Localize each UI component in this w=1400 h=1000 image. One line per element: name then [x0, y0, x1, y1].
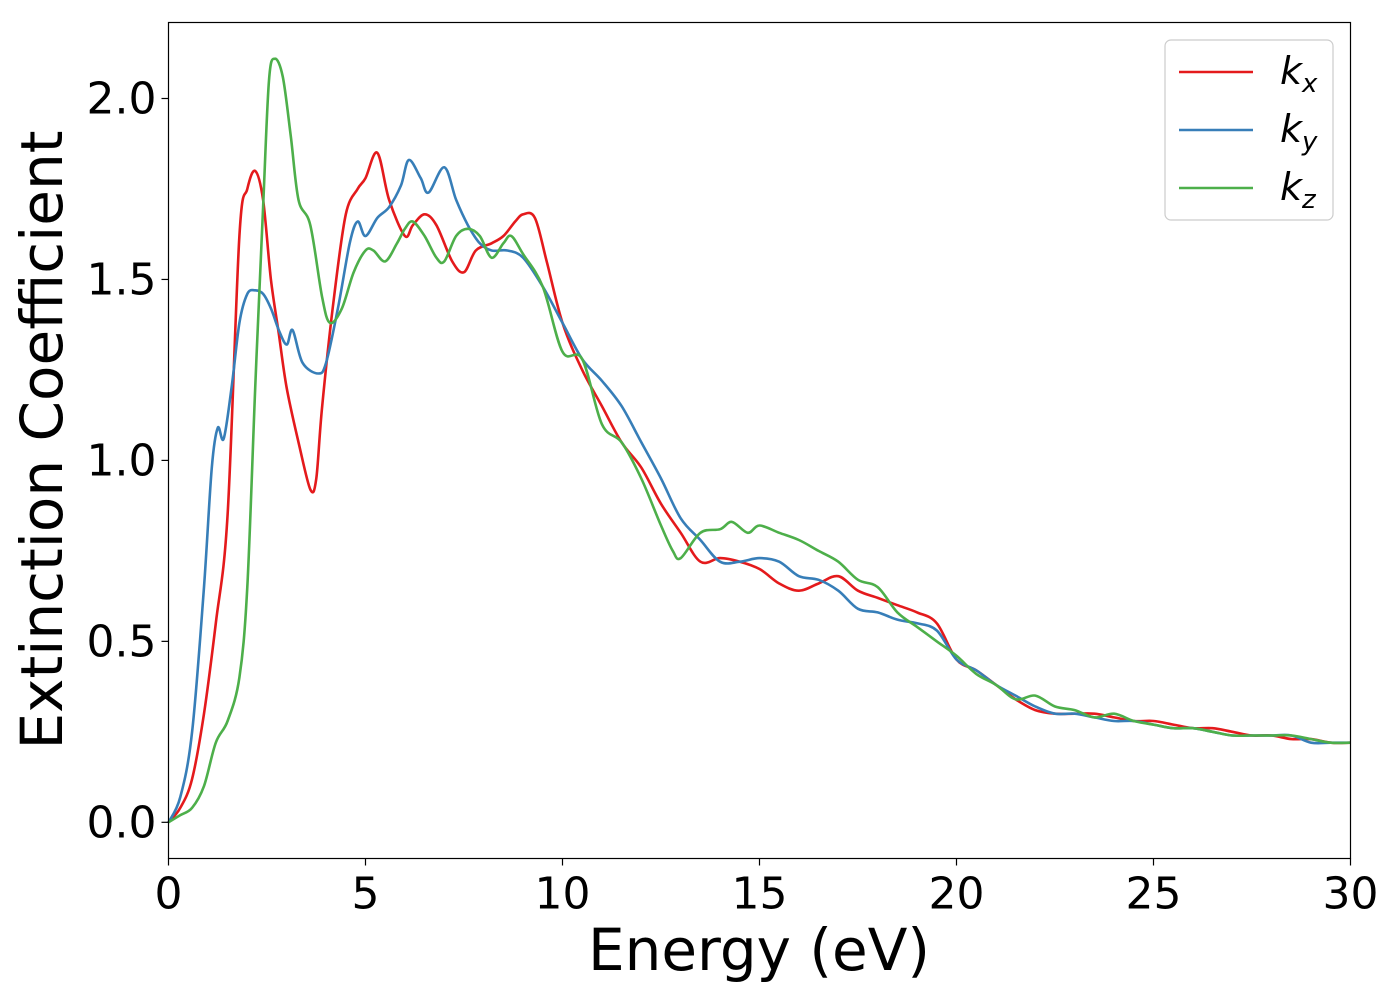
x-tick-label: 5 — [352, 869, 380, 920]
series-layer — [167, 57, 1351, 824]
y-axis: 0.0 0.5 1.0 1.5 2.0 — [87, 74, 169, 848]
x-axis-title: Energy (eV) — [588, 916, 930, 984]
x-tick-label: 15 — [732, 869, 788, 920]
y-tick-label: 0.5 — [87, 616, 157, 667]
legend-label-y: ky — [1280, 107, 1318, 157]
y-tick-label: 2.0 — [87, 74, 157, 125]
y-tick-label: 1.0 — [87, 435, 157, 486]
legend: kx ky kz — [1164, 39, 1334, 221]
x-tick-label: 25 — [1126, 869, 1182, 920]
x-tick-label: 10 — [535, 869, 591, 920]
legend-label-x: kx — [1280, 49, 1318, 99]
x-tick-label: 30 — [1323, 869, 1379, 920]
series-line-x — [167, 151, 1351, 824]
y-tick-label: 1.5 — [87, 254, 157, 305]
legend-label-z: kz — [1280, 165, 1317, 215]
x-axis: 0 5 10 15 20 25 30 — [155, 858, 1379, 920]
y-tick-label: 0.0 — [87, 797, 157, 848]
x-tick-label: 0 — [155, 869, 183, 920]
x-tick-label: 20 — [929, 869, 985, 920]
series-line-z — [167, 57, 1351, 824]
y-axis-title: Extinction Coefficient — [8, 131, 76, 750]
